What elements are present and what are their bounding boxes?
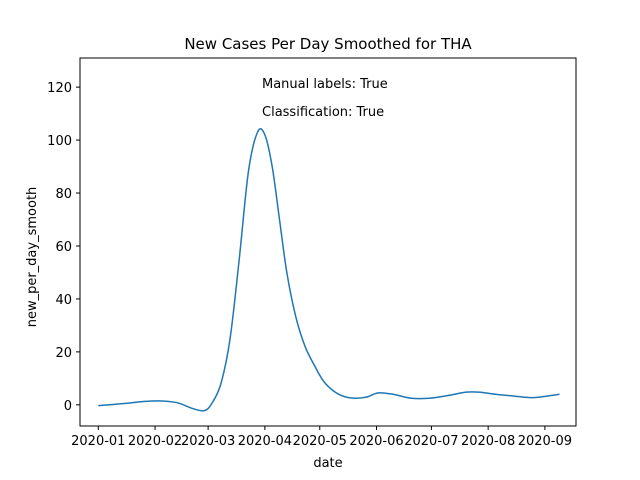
- x-tick-label: 2020-04: [238, 434, 292, 449]
- series-line-0: [98, 127, 560, 412]
- x-tick-label: 2020-07: [404, 434, 458, 449]
- axes-frame: [79, 57, 577, 427]
- y-tick-label: 80: [55, 187, 72, 202]
- y-tick-label: 60: [55, 240, 72, 255]
- y-tick-label: 20: [55, 346, 72, 361]
- x-tick-label: 2020-05: [293, 434, 347, 449]
- x-tick-label: 2020-06: [349, 434, 403, 449]
- chart-title: New Cases Per Day Smoothed for THA: [184, 35, 472, 53]
- annotation-classification: Classification: True: [262, 105, 384, 120]
- y-tick-label: 120: [47, 81, 72, 96]
- y-axis-label: new_per_day_smooth: [25, 187, 40, 328]
- x-tick-label: 2020-09: [518, 434, 572, 449]
- annotation-manual-labels: Manual labels: True: [262, 77, 388, 92]
- x-axis-label: date: [313, 456, 342, 471]
- x-tick-label: 2020-01: [71, 434, 125, 449]
- x-tick-label: 2020-08: [461, 434, 515, 449]
- y-tick-label: 100: [47, 134, 72, 149]
- y-tick-label: 40: [55, 293, 72, 308]
- y-tick-label: 0: [64, 399, 72, 414]
- x-tick-label: 2020-02: [128, 434, 182, 449]
- x-tick-label: 2020-03: [181, 434, 235, 449]
